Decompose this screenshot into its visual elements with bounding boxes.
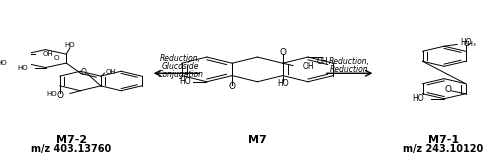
Text: HO: HO — [0, 60, 7, 66]
Text: HO: HO — [46, 91, 57, 97]
Text: M7-2: M7-2 — [56, 135, 87, 145]
Text: O: O — [279, 48, 286, 57]
Text: HO: HO — [412, 94, 424, 103]
Text: O: O — [56, 91, 64, 100]
Text: OH: OH — [302, 62, 314, 71]
Text: OH: OH — [42, 51, 54, 57]
Text: Reduction,: Reduction, — [329, 57, 370, 66]
Text: Reduction: Reduction — [330, 65, 369, 74]
Text: m/z 403.13760: m/z 403.13760 — [31, 144, 112, 154]
Text: HO: HO — [64, 42, 76, 48]
Text: M7: M7 — [248, 135, 267, 145]
Text: HO: HO — [17, 65, 28, 71]
Text: m/z 243.10120: m/z 243.10120 — [403, 144, 483, 154]
Text: HO: HO — [460, 38, 471, 47]
Text: O: O — [228, 82, 235, 91]
Text: OH: OH — [106, 69, 116, 75]
Text: M7-1: M7-1 — [428, 135, 458, 145]
Text: HO: HO — [180, 77, 191, 86]
Text: CH₃: CH₃ — [464, 41, 476, 47]
Text: O: O — [444, 85, 452, 94]
Text: Glucoside: Glucoside — [162, 62, 199, 71]
Text: OH: OH — [316, 57, 328, 66]
Text: O: O — [80, 68, 86, 77]
Text: Reduction,: Reduction, — [160, 54, 201, 63]
Text: O: O — [54, 55, 59, 61]
Text: Conjugation: Conjugation — [158, 70, 204, 78]
Text: HO: HO — [277, 79, 288, 88]
